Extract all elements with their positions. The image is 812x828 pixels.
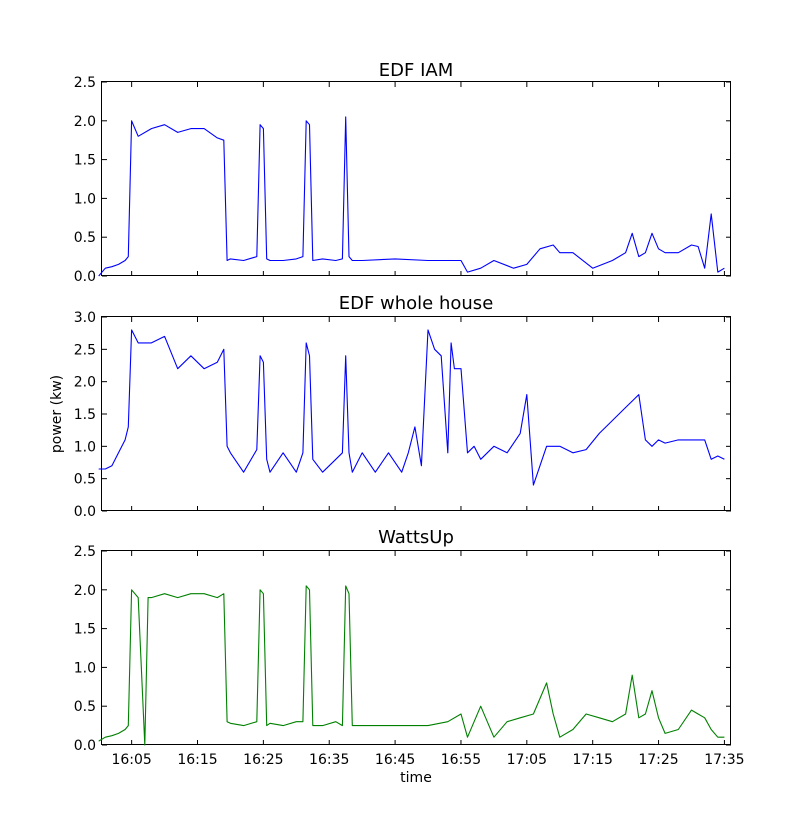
y-tick-label: 2.5 xyxy=(74,544,96,560)
y-axis-label: power (kw) xyxy=(49,375,65,453)
panel-title: WattsUp xyxy=(378,527,454,548)
x-tick-label: 16:15 xyxy=(177,752,217,768)
y-tick-label: 1.0 xyxy=(74,660,96,676)
series-line xyxy=(98,585,725,746)
panel-edf-iam: EDF IAM 0.0 0.5 1.0 1.5 2.0 2.5 xyxy=(74,60,731,285)
x-tick-label: 16:25 xyxy=(243,752,283,768)
x-tick-group xyxy=(131,82,725,276)
x-tick-label: 17:25 xyxy=(638,752,678,768)
y-tick-label: 2.5 xyxy=(74,342,96,358)
y-tick-label: 1.5 xyxy=(74,407,96,423)
y-tick-label: 1.5 xyxy=(74,622,96,638)
y-tick-label: 2.0 xyxy=(74,114,96,130)
y-tick-label: 2.5 xyxy=(74,75,96,91)
plot-frame xyxy=(101,550,731,745)
y-tick-label: 1.5 xyxy=(74,153,96,169)
panel-title: EDF IAM xyxy=(379,60,453,81)
y-tick-label: 1.0 xyxy=(74,191,96,207)
x-tick-label: 17:15 xyxy=(573,752,613,768)
x-axis-label: time xyxy=(400,770,432,786)
series-line xyxy=(98,329,725,486)
y-tick-label: 0.5 xyxy=(74,699,96,715)
x-tick-label: 16:55 xyxy=(441,752,481,768)
y-tick-label: 2.0 xyxy=(74,375,96,391)
x-tick-group: 16:05 16:15 16:25 16:35 16:45 16:55 17:05 17:15… xyxy=(111,551,745,768)
y-tick-label: 0.0 xyxy=(74,504,96,520)
x-tick-group xyxy=(131,317,725,511)
x-tick-label: 16:35 xyxy=(309,752,349,768)
series-line xyxy=(98,116,725,277)
y-tick-group: 0.0 0.5 1.0 1.5 2.0 2.5 xyxy=(74,544,731,754)
x-tick-label: 16:45 xyxy=(375,752,415,768)
y-tick-label: 2.0 xyxy=(74,583,96,599)
y-tick-label: 0.0 xyxy=(74,269,96,285)
y-tick-group: 0.0 0.5 1.0 1.5 2.0 2.5 xyxy=(74,75,731,285)
panel-title: EDF whole house xyxy=(339,293,494,314)
y-tick-label: 0.5 xyxy=(74,230,96,246)
x-tick-label: 17:35 xyxy=(704,752,744,768)
plot-frame xyxy=(101,81,731,276)
y-tick-label: 3.0 xyxy=(74,310,96,326)
x-tick-label: 17:05 xyxy=(507,752,547,768)
x-tick-label: 16:05 xyxy=(111,752,151,768)
y-tick-label: 1.0 xyxy=(74,439,96,455)
panel-wattsup: WattsUp 0.00.51.01.52.02.5 16:05 16:15 16:… xyxy=(74,527,745,786)
y-tick-group: 0.0 0.5 1.0 1.5 2.0 2.5 3.0 xyxy=(74,310,731,520)
y-tick-label: 0.0 xyxy=(74,738,96,754)
y-tick-label: 0.5 xyxy=(74,472,96,488)
panel-edf-whole-house: EDF whole house 0.0 0.5 1.0 1.5 2.0 2.5 3.0 po… xyxy=(49,293,731,520)
